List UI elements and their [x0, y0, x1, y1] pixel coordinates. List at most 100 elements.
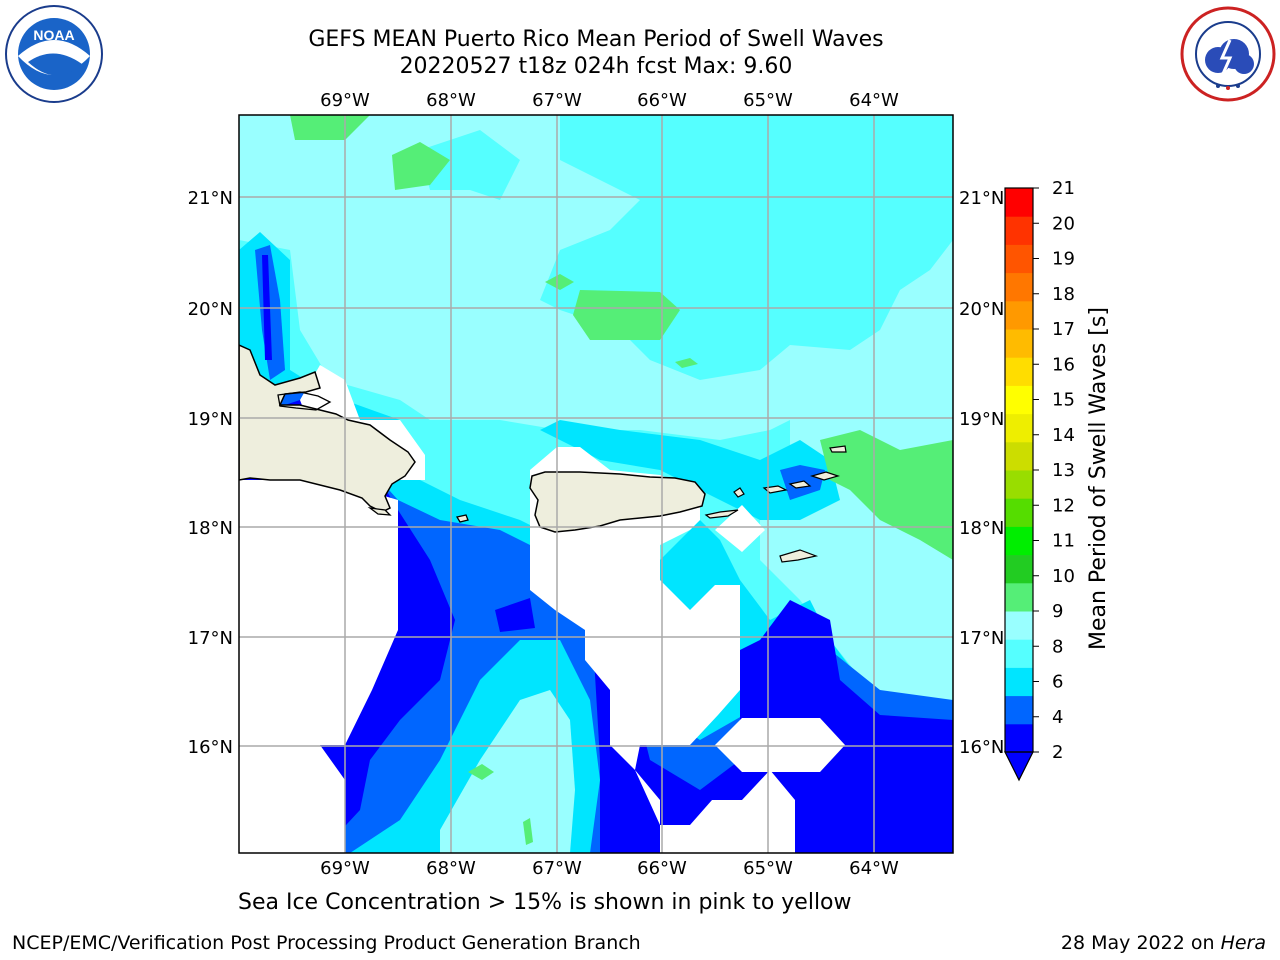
colorbar-tick-label: 2 — [1052, 742, 1063, 763]
colorbar-segment — [1005, 695, 1033, 725]
colorbar-segment — [1005, 611, 1033, 640]
colorbar-segment — [1005, 357, 1033, 386]
colorbar-segment — [1005, 554, 1033, 584]
masked-area — [715, 505, 765, 552]
lon-label-bottom: 67°W — [532, 858, 582, 879]
colorbar-ticks: 21 20 19 18 17 16 15 14 13 12 11 10 9 8 6 4 2 — [1033, 178, 1075, 763]
colorbar-tick-label: 18 — [1052, 284, 1075, 305]
colorbar-segment — [1005, 498, 1033, 527]
map-subtitle: 20220527 t18z 024h fcst Max: 9.60 — [399, 54, 793, 79]
lat-label-left: 18°N — [188, 518, 233, 539]
colorbar-segment — [1005, 526, 1033, 556]
colorbar-segment — [1005, 244, 1033, 274]
field-6-7-region — [540, 420, 840, 520]
lon-label-bottom: 65°W — [743, 858, 793, 879]
colorbar-tick-label: 15 — [1052, 390, 1075, 411]
colorbar-segment — [1005, 216, 1033, 245]
virgin-islands — [779, 549, 819, 563]
colorbar-tick-label: 16 — [1052, 354, 1075, 375]
hispaniola-land — [239, 344, 416, 513]
colorbar-tick-label: 9 — [1052, 601, 1063, 622]
lat-label-right: 16°N — [959, 737, 1004, 758]
colorbar-segment — [1005, 329, 1033, 358]
map-title: GEFS MEAN Puerto Rico Mean Period of Swe… — [308, 27, 884, 52]
field-2-4-region — [495, 598, 535, 632]
lat-label-left: 17°N — [188, 628, 233, 649]
field-7-8-region — [420, 130, 520, 200]
colorbar-tick-label: 4 — [1052, 707, 1063, 728]
field-9-10-region — [392, 142, 450, 190]
field-9-10-region — [523, 818, 533, 845]
map-frame — [238, 114, 954, 854]
lat-label-left: 20°N — [188, 299, 233, 320]
colorbar-tick-label: 11 — [1052, 531, 1075, 552]
field-9-10-region — [675, 358, 698, 368]
field-9-10-region — [545, 274, 574, 290]
colorbar-segment — [1005, 639, 1033, 668]
lat-label-right: 18°N — [959, 518, 1004, 539]
colorbar-segment — [1005, 667, 1033, 697]
svg-text:NOAA: NOAA — [33, 27, 74, 43]
footer-date: 28 May 2022 on Hera — [1061, 932, 1266, 954]
colorbar — [1004, 187, 1034, 782]
lat-label-right: 21°N — [959, 188, 1004, 209]
colorbar-segment — [1005, 413, 1033, 443]
colorbar-tick-label: 10 — [1052, 566, 1075, 587]
colorbar-tick-label: 20 — [1052, 213, 1075, 234]
colorbar-tick-label: 12 — [1052, 495, 1075, 516]
lon-label-bottom: 69°W — [320, 858, 370, 879]
lat-label-right: 19°N — [959, 409, 1004, 430]
colorbar-tick-label: 21 — [1052, 178, 1075, 199]
hispaniola-coast-inlet — [277, 391, 332, 411]
colorbar-segment — [1005, 188, 1033, 217]
colorbar-tick-label: 13 — [1052, 460, 1075, 481]
lon-label-bottom: 64°W — [849, 858, 899, 879]
colorbar-segment — [1005, 582, 1033, 612]
masked-area — [715, 718, 845, 772]
lon-label-top: 64°W — [849, 90, 899, 111]
lat-label-left: 19°N — [188, 409, 233, 430]
field-9-10-region — [573, 290, 680, 340]
noaa-logo: NOAA — [4, 4, 104, 108]
virgin-islands — [829, 445, 847, 453]
footer-credit: NCEP/EMC/Verification Post Processing Pr… — [12, 932, 641, 954]
colorbar-segment — [1005, 272, 1033, 302]
lon-label-top: 67°W — [532, 90, 582, 111]
virgin-islands — [704, 509, 739, 519]
nws-logo — [1178, 4, 1278, 108]
colorbar-segment — [1005, 723, 1033, 753]
colorbar-tick-label: 14 — [1052, 425, 1075, 446]
colorbar-tick-label: 19 — [1052, 249, 1075, 270]
footer-host: Hera — [1220, 932, 1266, 954]
colorbar-extend-arrow — [1004, 751, 1034, 782]
lon-label-bottom: 66°W — [637, 858, 687, 879]
lon-label-top: 68°W — [426, 90, 476, 111]
virgin-islands — [809, 471, 841, 481]
lon-label-bottom: 68°W — [426, 858, 476, 879]
masked-area — [239, 480, 398, 853]
map-plot-area — [239, 115, 953, 853]
colorbar-segment — [1005, 441, 1033, 471]
lon-label-top: 65°W — [743, 90, 793, 111]
colorbar-tick-label: 6 — [1052, 672, 1063, 693]
virgin-islands — [788, 480, 812, 489]
colorbar-tick-label: 8 — [1052, 636, 1063, 657]
sea-ice-note: Sea Ice Concentration > 15% is shown in … — [238, 890, 852, 915]
colorbar-segment — [1005, 470, 1033, 499]
field-9-10-region — [290, 115, 370, 140]
lon-label-top: 69°W — [320, 90, 370, 111]
colorbar-label: Mean Period of Swell Waves [s] — [1086, 307, 1111, 650]
colorbar-segment — [1005, 300, 1033, 330]
lat-label-right: 20°N — [959, 299, 1004, 320]
colorbar-tick-label: 17 — [1052, 319, 1075, 340]
virgin-islands — [733, 487, 745, 498]
lat-label-right: 17°N — [959, 628, 1004, 649]
field-8-9-region — [440, 690, 575, 853]
colorbar-segment — [1005, 385, 1033, 415]
field-9-10-region — [468, 764, 494, 780]
small-island — [455, 514, 469, 523]
footer-date-text: 28 May 2022 on — [1060, 932, 1221, 954]
lat-label-left: 16°N — [188, 737, 233, 758]
lat-label-left: 21°N — [188, 188, 233, 209]
